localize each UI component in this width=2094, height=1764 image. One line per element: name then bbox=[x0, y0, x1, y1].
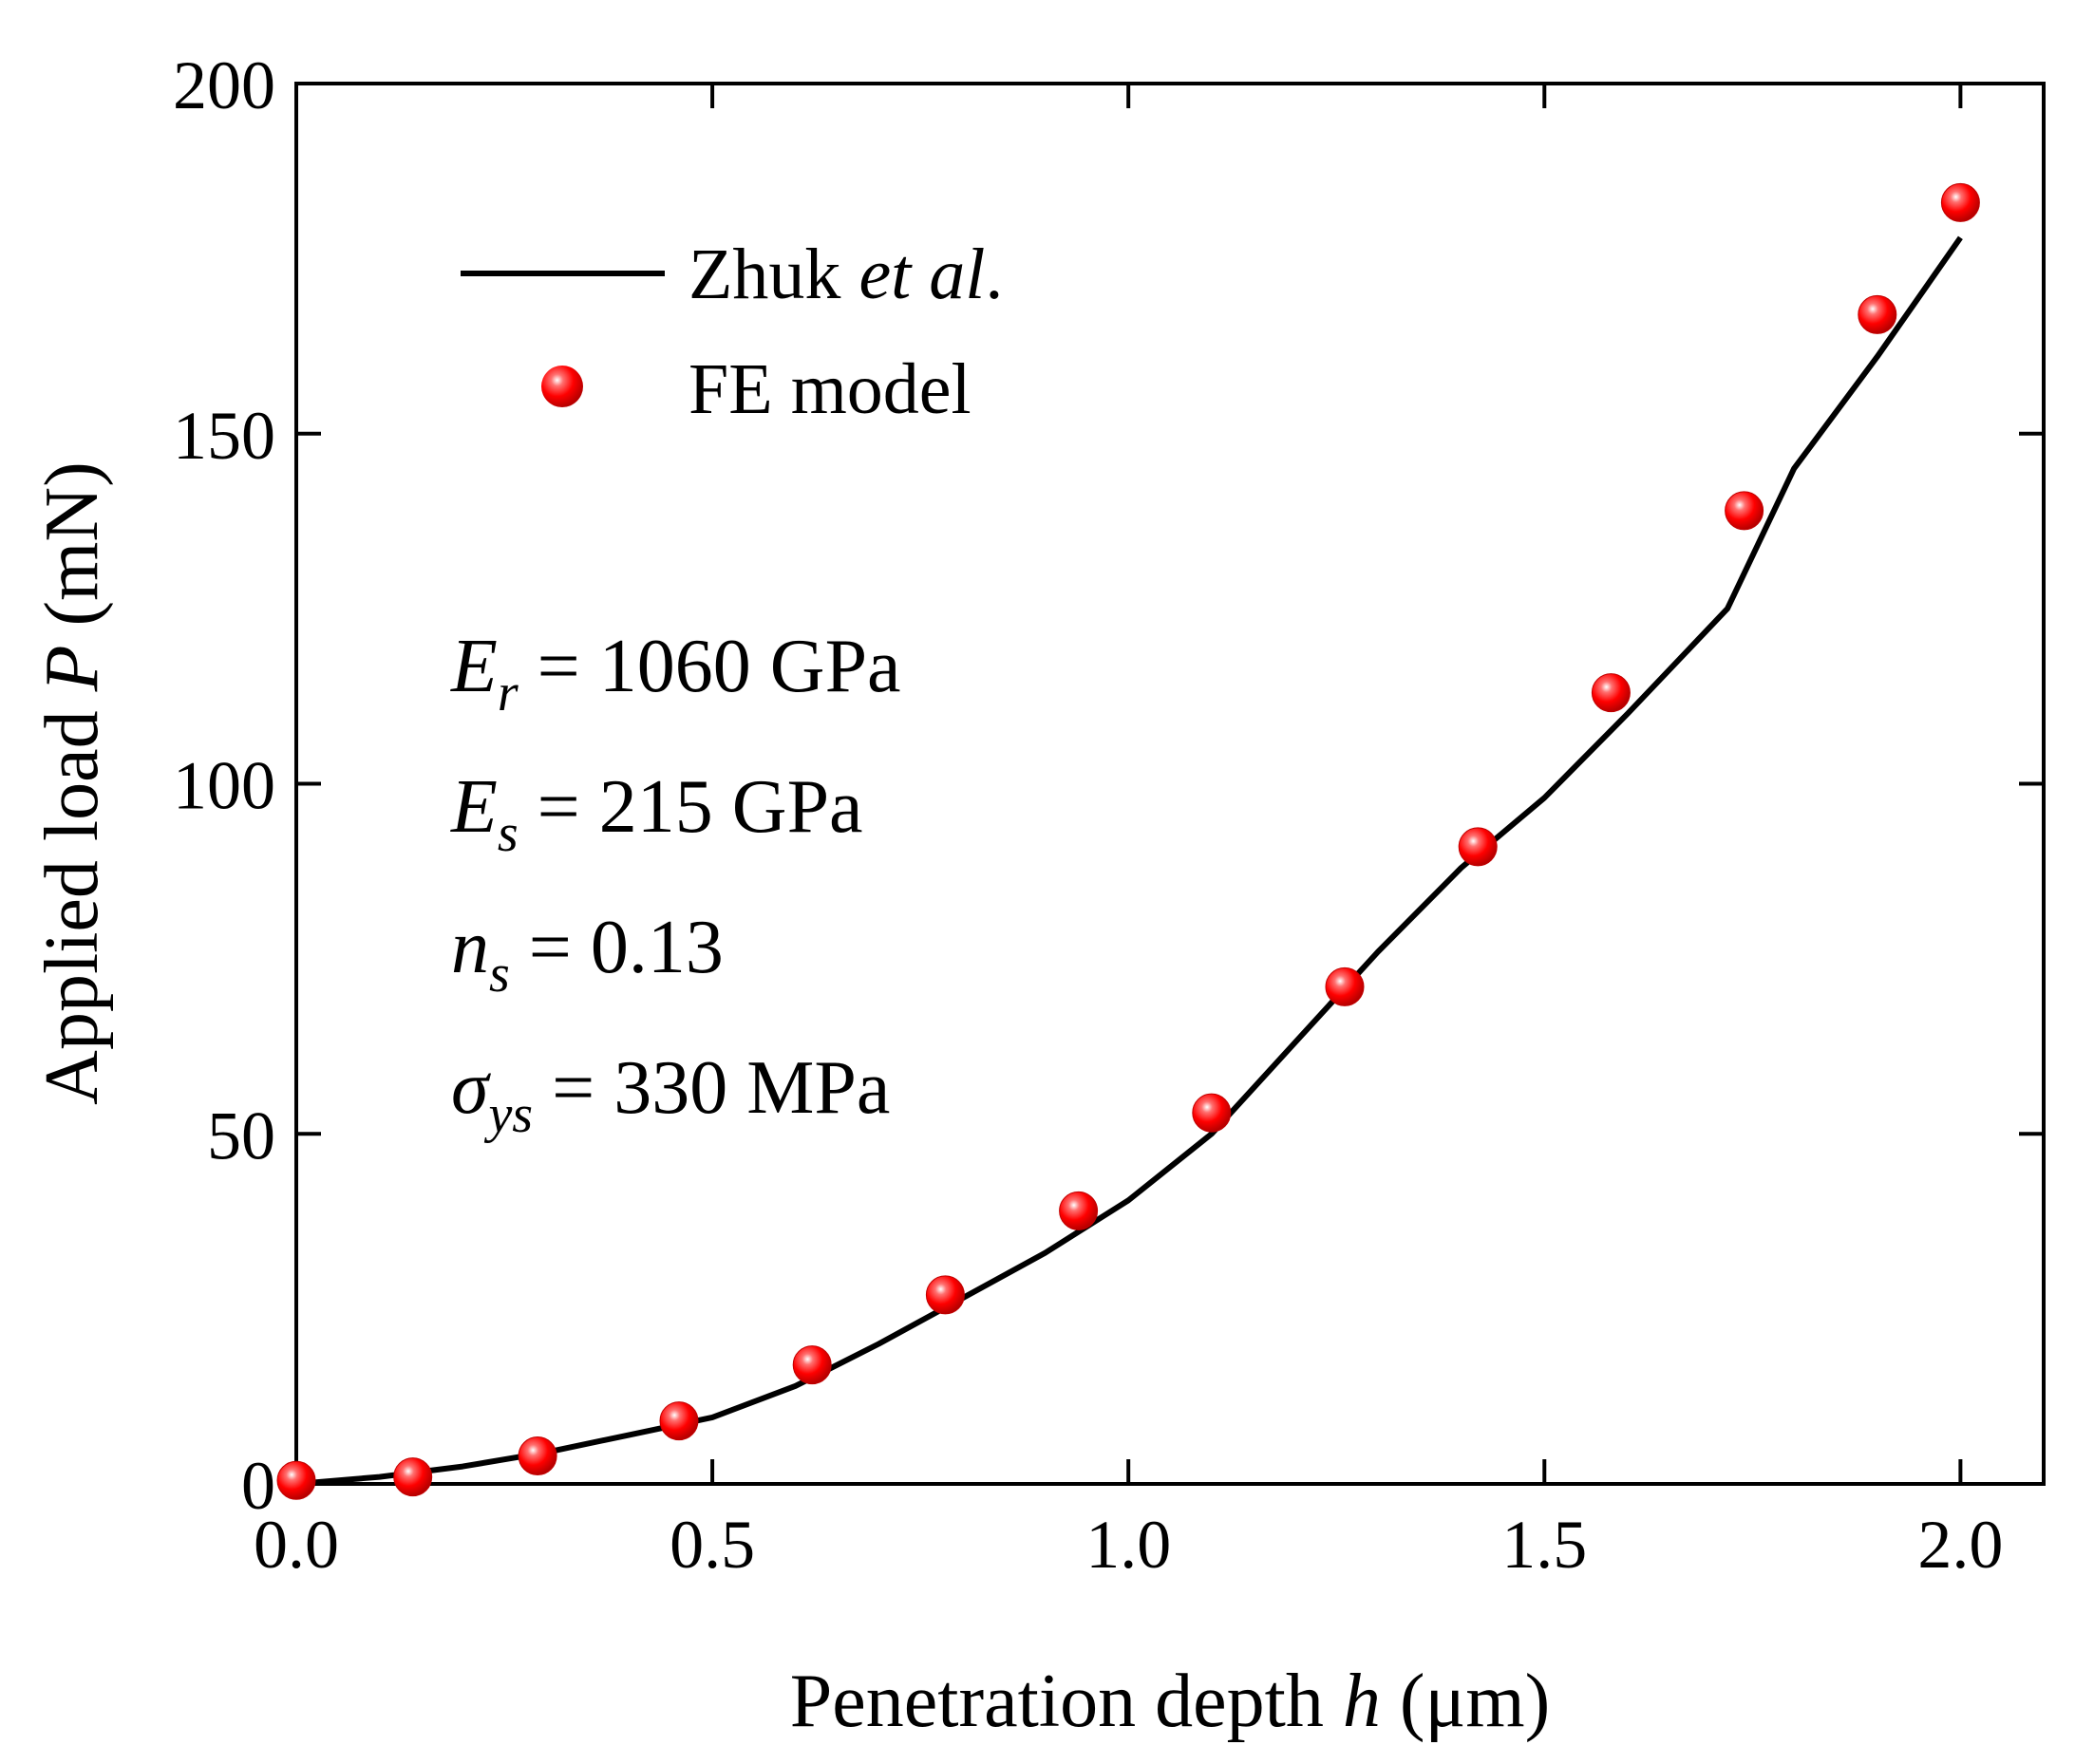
axis-tick-labels: 0.0 0.5 1.0 1.5 2.0 0 50 100 150 200 bbox=[173, 47, 2003, 1583]
fe-model-point bbox=[1059, 1191, 1099, 1230]
zhuk-series-line bbox=[295, 235, 1963, 1487]
fe-model-point bbox=[1591, 673, 1631, 713]
fe-model-point bbox=[1858, 294, 1897, 334]
fe-model-point bbox=[659, 1401, 699, 1441]
fe-model-points bbox=[276, 182, 1980, 1500]
param-ns: ns = 0.13 bbox=[451, 906, 724, 1004]
param-es: Es = 215 GPa bbox=[450, 765, 863, 863]
x-tick-label: 1.5 bbox=[1501, 1507, 1587, 1583]
material-parameters: Er = 1060 GPa Es = 215 GPa ns = 0.13 σys… bbox=[450, 625, 901, 1144]
x-tick-label: 0.5 bbox=[670, 1507, 755, 1583]
legend-marker-fe bbox=[541, 366, 583, 407]
fe-model-point bbox=[1325, 966, 1365, 1006]
fe-model-point bbox=[1458, 827, 1498, 867]
y-tick-label: 100 bbox=[173, 748, 275, 824]
x-axis-title: Penetration depth h (μm) bbox=[790, 1660, 1550, 1743]
y-tick-label: 200 bbox=[173, 47, 275, 123]
legend: Zhuk et al. FE model bbox=[461, 235, 1003, 429]
fe-model-point bbox=[1725, 491, 1764, 531]
x-tick-label: 2.0 bbox=[1917, 1507, 2003, 1583]
fe-model-point bbox=[1192, 1093, 1232, 1133]
fe-model-point bbox=[1940, 182, 1980, 222]
axis-ticks bbox=[294, 82, 2044, 1486]
y-tick-label: 50 bbox=[207, 1098, 275, 1173]
fe-model-point bbox=[518, 1436, 557, 1475]
x-tick-label: 0.0 bbox=[254, 1507, 339, 1583]
fe-model-point bbox=[792, 1345, 832, 1385]
fe-model-point bbox=[276, 1460, 316, 1500]
legend-label-fe: FE model bbox=[689, 349, 972, 429]
fe-model-point bbox=[393, 1457, 433, 1497]
x-tick-label: 1.0 bbox=[1085, 1507, 1171, 1583]
param-er: Er = 1060 GPa bbox=[450, 625, 901, 722]
y-tick-label: 0 bbox=[241, 1448, 275, 1524]
y-tick-label: 150 bbox=[173, 398, 275, 474]
y-axis-title: Applied load P (mN) bbox=[30, 461, 114, 1105]
fe-model-point bbox=[925, 1275, 965, 1315]
legend-label-zhuk: Zhuk et al. bbox=[689, 235, 1003, 314]
param-sigma-ys: σys = 330 MPa bbox=[451, 1046, 890, 1144]
